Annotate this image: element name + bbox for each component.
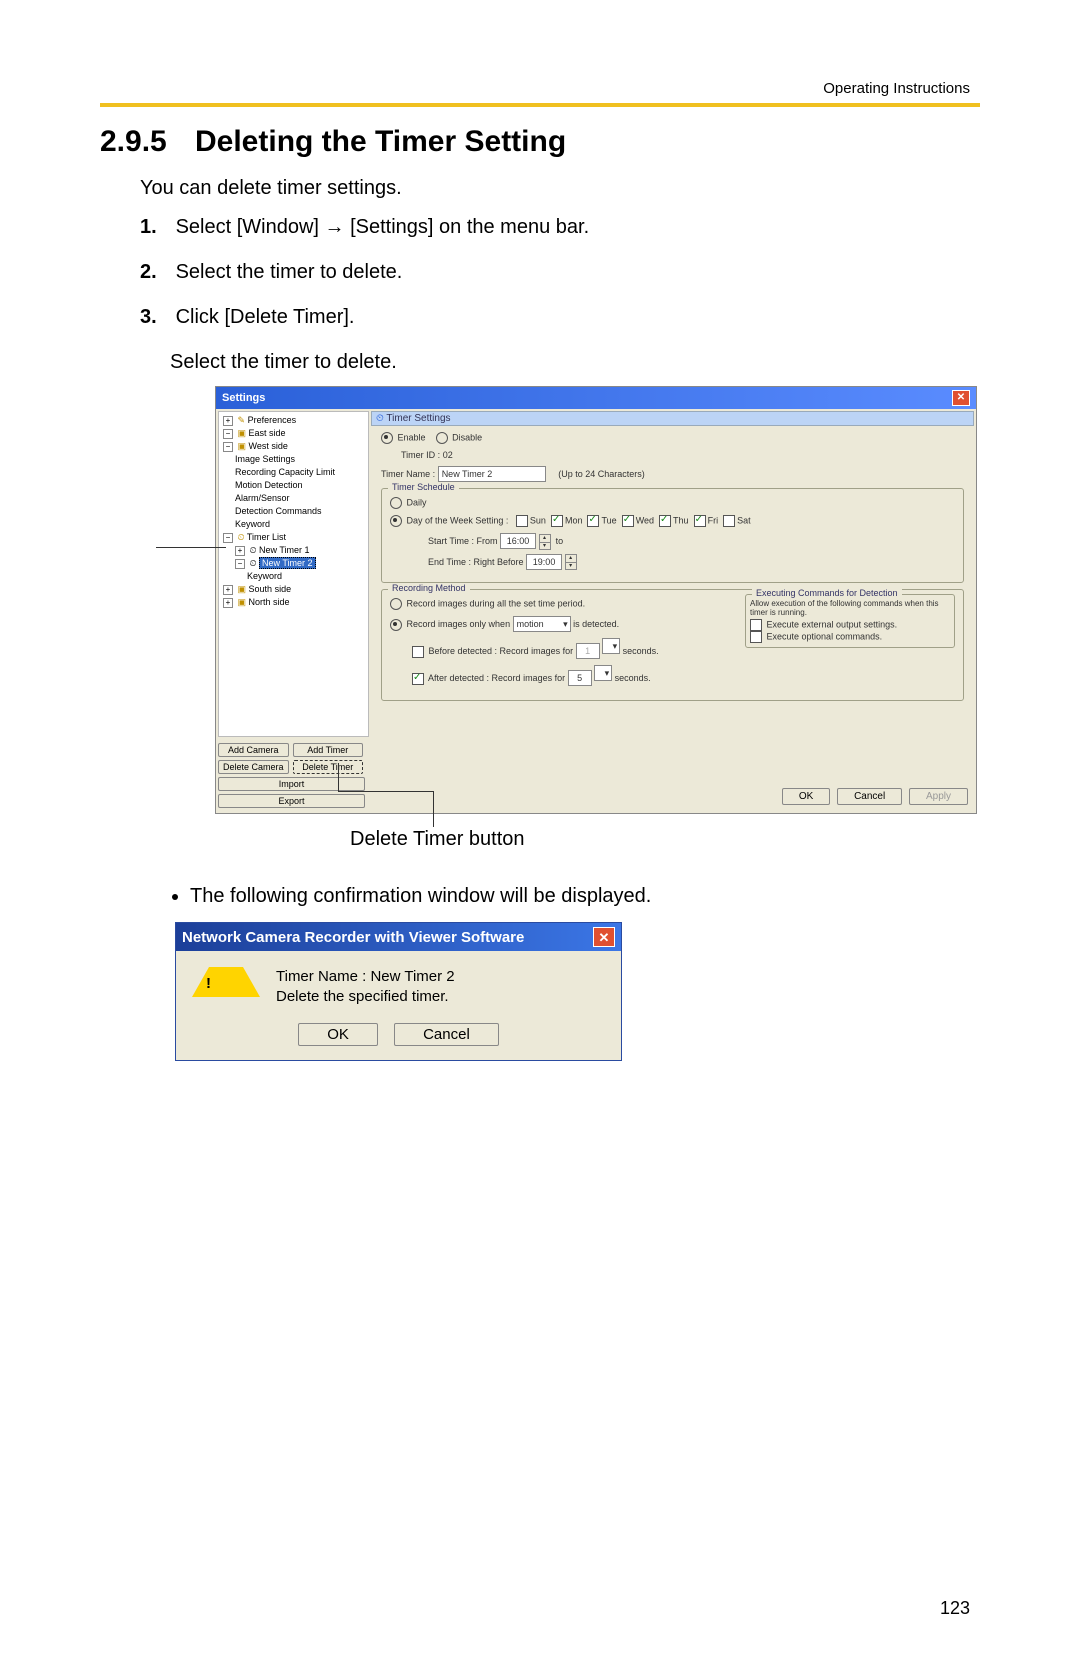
confirm-message: Timer Name : New Timer 2 Delete the spec… (276, 967, 455, 1007)
section-number: 2.9.5 (100, 125, 195, 159)
warning-icon (192, 967, 260, 997)
settings-title: Settings (222, 392, 265, 404)
start-time-spin[interactable]: ▴▾ (539, 534, 551, 550)
tree-buttons: Add Camera Add Timer Delete Camera Delet… (218, 743, 363, 811)
delete-timer-button[interactable]: Delete Timer (293, 760, 364, 774)
commands-group: Executing Commands for Detection Allow e… (745, 594, 955, 648)
page-number: 123 (940, 1598, 970, 1619)
record-all-radio[interactable] (390, 598, 402, 610)
close-icon[interactable]: ✕ (593, 927, 615, 947)
steps-list: 1. Select [Window] → [Settings] on the m… (140, 216, 980, 329)
header-doc-title: Operating Instructions (100, 80, 980, 97)
daily-radio[interactable] (390, 497, 402, 509)
bullet-list: The following confirmation window will b… (190, 885, 980, 908)
delete-camera-button[interactable]: Delete Camera (218, 760, 289, 774)
export-button[interactable]: Export (218, 794, 365, 808)
settings-tree[interactable]: + ✎ Preferences − ▣ East side − ▣ West s… (218, 411, 369, 737)
section-title: Deleting the Timer Setting (195, 125, 566, 158)
import-button[interactable]: Import (218, 777, 365, 791)
section-heading: 2.9.5Deleting the Timer Setting (100, 125, 980, 159)
close-icon[interactable]: ✕ (952, 390, 970, 406)
timer-settings-panel: ⏲ Timer Settings Enable Disable Timer ID… (371, 411, 974, 811)
sun-checkbox[interactable] (516, 515, 528, 527)
thu-checkbox[interactable] (659, 515, 671, 527)
wed-checkbox[interactable] (622, 515, 634, 527)
confirm-cancel-button[interactable]: Cancel (394, 1023, 499, 1046)
panel-title: ⏲ Timer Settings (371, 411, 974, 426)
step-2: 2. Select the timer to delete. (140, 261, 980, 284)
dow-setting-radio[interactable] (390, 515, 402, 527)
timer-schedule-group: Timer Schedule Daily Day of the Week Set… (381, 488, 964, 583)
exec-external-checkbox[interactable] (750, 619, 762, 631)
header-rule (100, 103, 980, 107)
timer-id-value: 02 (443, 450, 453, 460)
after-input[interactable]: 5 (568, 670, 592, 686)
settings-window: Settings ✕ + ✎ Preferences − ▣ East side… (215, 386, 977, 814)
confirm-dialog: Network Camera Recorder with Viewer Soft… (175, 922, 622, 1061)
start-time-input[interactable]: 16:00 (500, 533, 536, 549)
fri-checkbox[interactable] (694, 515, 706, 527)
confirm-ok-button[interactable]: OK (298, 1023, 378, 1046)
step-1: 1. Select [Window] → [Settings] on the m… (140, 216, 980, 239)
end-time-spin[interactable]: ▴▾ (565, 554, 577, 570)
add-timer-button[interactable]: Add Timer (293, 743, 364, 757)
sat-checkbox[interactable] (723, 515, 735, 527)
clock-icon: ⏲ (376, 413, 384, 424)
record-only-radio[interactable] (390, 619, 402, 631)
confirm-title: Network Camera Recorder with Viewer Soft… (182, 929, 524, 946)
add-camera-button[interactable]: Add Camera (218, 743, 289, 757)
before-checkbox[interactable] (412, 646, 424, 658)
after-unit-select[interactable] (594, 665, 612, 681)
arrow-icon: → (325, 216, 345, 238)
apply-button[interactable]: Apply (909, 788, 968, 805)
section-intro: You can delete timer settings. (140, 177, 980, 200)
end-time-input[interactable]: 19:00 (526, 554, 562, 570)
ok-button[interactable]: OK (782, 788, 830, 805)
enable-radio[interactable] (381, 432, 393, 444)
timer-name-input[interactable]: New Timer 2 (438, 466, 546, 482)
dialog-bottom-buttons: OK Cancel Apply (371, 782, 974, 811)
settings-titlebar[interactable]: Settings ✕ (216, 387, 976, 409)
before-input[interactable]: 1 (576, 643, 600, 659)
recording-method-group: Recording Method Executing Commands for … (381, 589, 964, 701)
page: Operating Instructions 2.9.5Deleting the… (0, 0, 1080, 1669)
confirm-titlebar[interactable]: Network Camera Recorder with Viewer Soft… (176, 923, 621, 951)
cancel-button[interactable]: Cancel (837, 788, 902, 805)
caption-select-timer: Select the timer to delete. (170, 351, 980, 374)
mon-checkbox[interactable] (551, 515, 563, 527)
record-only-select[interactable]: motion (513, 616, 571, 632)
tue-checkbox[interactable] (587, 515, 599, 527)
bullet-confirm: The following confirmation window will b… (190, 885, 980, 908)
step-3: 3. Click [Delete Timer]. (140, 306, 980, 329)
tree-selected-timer[interactable]: − ⏲ New Timer 2 (223, 557, 368, 570)
caption-delete-button: Delete Timer button (350, 828, 980, 851)
exec-optional-checkbox[interactable] (750, 631, 762, 643)
after-checkbox[interactable] (412, 673, 424, 685)
disable-radio[interactable] (436, 432, 448, 444)
before-unit-select[interactable] (602, 638, 620, 654)
